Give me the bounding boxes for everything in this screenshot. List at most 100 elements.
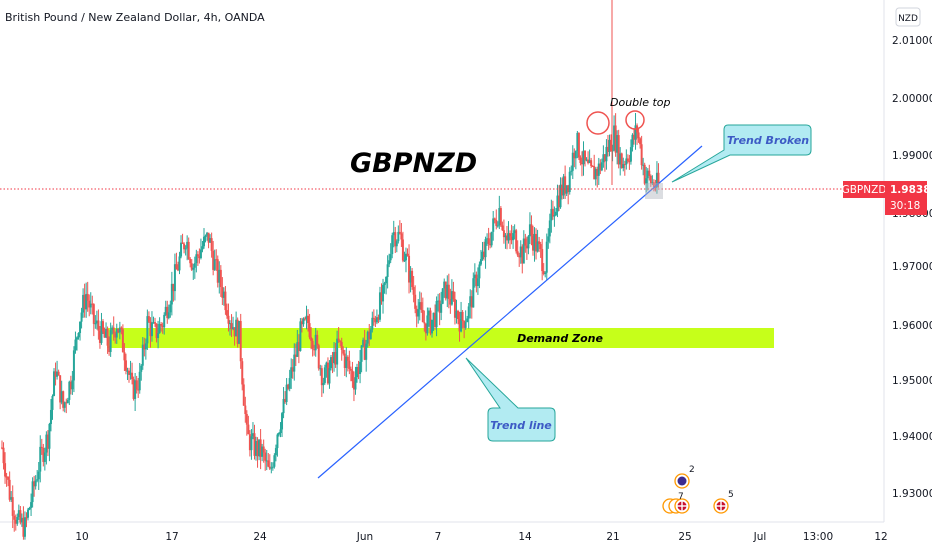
- candle-body: [385, 276, 388, 284]
- candle-body: [632, 134, 635, 140]
- candle-body: [343, 353, 346, 368]
- candle-body: [267, 460, 270, 467]
- candle-body: [322, 382, 325, 386]
- candle-body: [360, 345, 363, 362]
- candle-body: [241, 361, 244, 385]
- candle-body: [435, 301, 438, 328]
- candle-body: [599, 163, 602, 171]
- candle-body: [250, 436, 253, 451]
- candle-body: [453, 299, 456, 318]
- candle-body: [71, 380, 74, 390]
- candle-body: [63, 402, 66, 408]
- candle-body: [22, 517, 25, 537]
- candle-body: [600, 162, 603, 171]
- candle-body: [270, 467, 273, 469]
- candle-body: [395, 241, 398, 247]
- candle-body: [195, 254, 198, 264]
- candle-body: [501, 225, 504, 231]
- candle-body: [86, 293, 89, 301]
- candle-body: [117, 328, 120, 333]
- candle-body: [147, 316, 150, 322]
- candle-body: [225, 310, 228, 316]
- candle-body: [259, 439, 262, 457]
- candle-body: [371, 317, 374, 330]
- candle-body: [568, 171, 571, 193]
- time-tick: 13:00: [803, 531, 833, 543]
- candle-body: [507, 233, 510, 241]
- candle-body: [556, 195, 559, 212]
- candle-body: [323, 367, 326, 383]
- candle-body: [98, 330, 101, 343]
- candle-body: [483, 251, 486, 258]
- candle-body: [585, 159, 588, 161]
- candle-body: [539, 244, 542, 250]
- trend-broken-callout[interactable]: Trend Broken: [671, 124, 812, 183]
- event-marker[interactable]: 5: [713, 490, 734, 514]
- candle-body: [640, 144, 643, 166]
- candle-body: [273, 455, 276, 467]
- candle-body: [629, 147, 632, 162]
- double-top-circle-left[interactable]: [586, 111, 610, 135]
- candle-body: [469, 296, 472, 307]
- candle-body: [39, 446, 42, 472]
- demand-zone-rect: [107, 328, 774, 348]
- event-marker[interactable]: 7: [662, 492, 690, 514]
- event-marker[interactable]: 2: [674, 465, 695, 489]
- candle-body: [649, 175, 652, 184]
- candle-body: [118, 327, 121, 333]
- candle-body: [227, 315, 230, 324]
- candle-body: [152, 322, 155, 324]
- flag-icon: [677, 476, 687, 486]
- candle-body: [356, 367, 359, 378]
- candle-body: [40, 446, 43, 448]
- time-tick: 24: [253, 531, 267, 543]
- event-count: 2: [689, 465, 695, 475]
- candle-body: [418, 302, 421, 310]
- candle-body: [222, 291, 225, 298]
- symbol-title[interactable]: British Pound / New Zealand Dollar, 4h, …: [5, 11, 265, 24]
- candle-body: [530, 224, 533, 236]
- candle-body: [623, 164, 626, 166]
- candle-body: [30, 502, 33, 508]
- candle-body: [554, 211, 557, 216]
- candle-body: [190, 263, 193, 270]
- candle-body: [112, 327, 115, 334]
- candle-body: [470, 296, 473, 308]
- candle-body: [173, 264, 176, 292]
- candle-body: [504, 235, 507, 238]
- candle-body: [59, 375, 62, 403]
- candle-body: [622, 164, 625, 169]
- currency-button[interactable]: [895, 7, 921, 27]
- candle-body: [538, 241, 541, 245]
- candle-body: [126, 370, 129, 372]
- price-axis[interactable]: 2.01000 2.00000 1.99000 1.98000 1.97000 …: [892, 35, 932, 500]
- candle-body: [342, 349, 345, 354]
- trend-line[interactable]: [317, 145, 703, 479]
- candle-body: [167, 312, 170, 319]
- candle-body: [230, 323, 233, 330]
- candle-body: [219, 269, 222, 288]
- candle-body: [415, 308, 418, 317]
- candle-body: [626, 158, 629, 162]
- candle-body: [637, 132, 640, 139]
- candle-body: [404, 253, 407, 261]
- candle-body: [290, 367, 293, 379]
- candle-body: [509, 233, 512, 237]
- candle-body: [68, 381, 71, 400]
- candle-body: [4, 463, 7, 477]
- candle-body: [170, 283, 173, 305]
- candle-body: [83, 294, 86, 310]
- trend-line-callout[interactable]: Trend line: [465, 357, 556, 442]
- double-top-circle-right[interactable]: [625, 110, 645, 130]
- time-tick: 7: [435, 531, 442, 543]
- trend-broken-text: Trend Broken: [727, 134, 809, 147]
- candle-body: [499, 208, 502, 226]
- candle-body: [527, 236, 530, 249]
- candle-body: [522, 238, 525, 264]
- candle-body: [115, 328, 118, 338]
- candle-body: [202, 236, 205, 247]
- candle-body: [75, 337, 78, 340]
- candle-body: [149, 321, 152, 337]
- time-axis[interactable]: 10 17 24 Jun 7 14 21 25 Jul 13:00 12: [75, 531, 887, 543]
